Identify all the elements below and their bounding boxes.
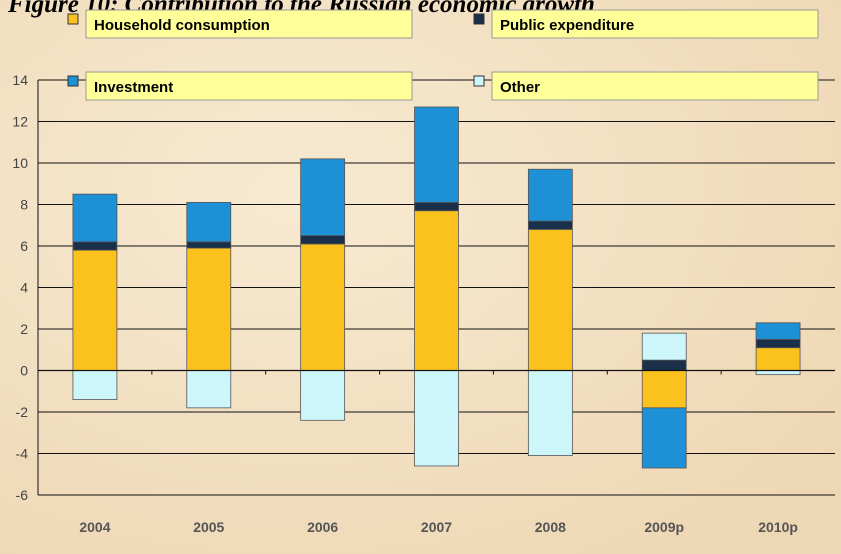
y-tick-label: 8	[20, 197, 28, 213]
legend-marker	[67, 75, 79, 87]
y-tick-label: -4	[16, 446, 29, 462]
bar-segment	[72, 193, 118, 243]
x-tick-label: 2007	[421, 519, 452, 535]
bar-segment	[527, 168, 573, 222]
x-tick-label: 2006	[307, 519, 338, 535]
x-tick-label: 2004	[79, 519, 110, 535]
y-tick-label: 0	[20, 363, 28, 379]
bar-segment	[755, 347, 801, 371]
y-tick-label: 6	[20, 238, 28, 254]
y-tick-label: 2	[20, 321, 28, 337]
y-tick-label: 4	[20, 280, 28, 296]
bar-segment	[72, 249, 118, 371]
bar-segment	[186, 241, 232, 249]
legend-marker	[67, 13, 79, 25]
y-tick-label: 14	[12, 72, 28, 88]
bar-segment	[755, 338, 801, 349]
legend-marker	[473, 75, 485, 87]
bar-segment	[527, 370, 573, 456]
bar-segment	[641, 370, 687, 409]
y-tick-label: 10	[12, 155, 28, 171]
legend-box	[491, 71, 819, 101]
legend-box	[491, 9, 819, 39]
bar-segment	[300, 158, 346, 237]
x-tick-label: 2008	[535, 519, 566, 535]
legend-marker	[473, 13, 485, 25]
bar-segment	[186, 202, 232, 243]
legend-label: Public expenditure	[500, 17, 634, 34]
legend-label: Investment	[94, 79, 173, 96]
x-tick-label: 2005	[193, 519, 224, 535]
bar-segment	[300, 243, 346, 371]
bar-segment	[300, 370, 346, 421]
legend-label: Household consumption	[94, 17, 270, 34]
legend-box	[85, 71, 413, 101]
bar-segment	[641, 332, 687, 361]
bar-segment	[414, 210, 459, 371]
x-tick-label: 2010p	[758, 519, 798, 535]
y-tick-label: 12	[12, 114, 28, 130]
y-tick-label: -6	[16, 487, 29, 503]
bar-segment	[186, 370, 232, 409]
legend-box	[85, 9, 413, 39]
bar-segment	[755, 322, 801, 340]
bar-segment	[186, 247, 232, 371]
bar-segment	[641, 407, 687, 469]
bar-segment	[527, 228, 573, 371]
bar-segment	[414, 106, 459, 203]
legend-label: Other	[500, 79, 540, 96]
bar-segment	[72, 241, 118, 251]
bar-segment	[72, 370, 118, 400]
bar-segment	[414, 202, 459, 212]
bar-segment	[300, 235, 346, 245]
bar-segment	[641, 359, 687, 371]
bar-segment	[755, 370, 801, 376]
x-tick-label: 2009p	[644, 519, 684, 535]
bar-segment	[527, 220, 573, 230]
bar-segment	[414, 370, 459, 467]
y-tick-label: -2	[16, 404, 29, 420]
